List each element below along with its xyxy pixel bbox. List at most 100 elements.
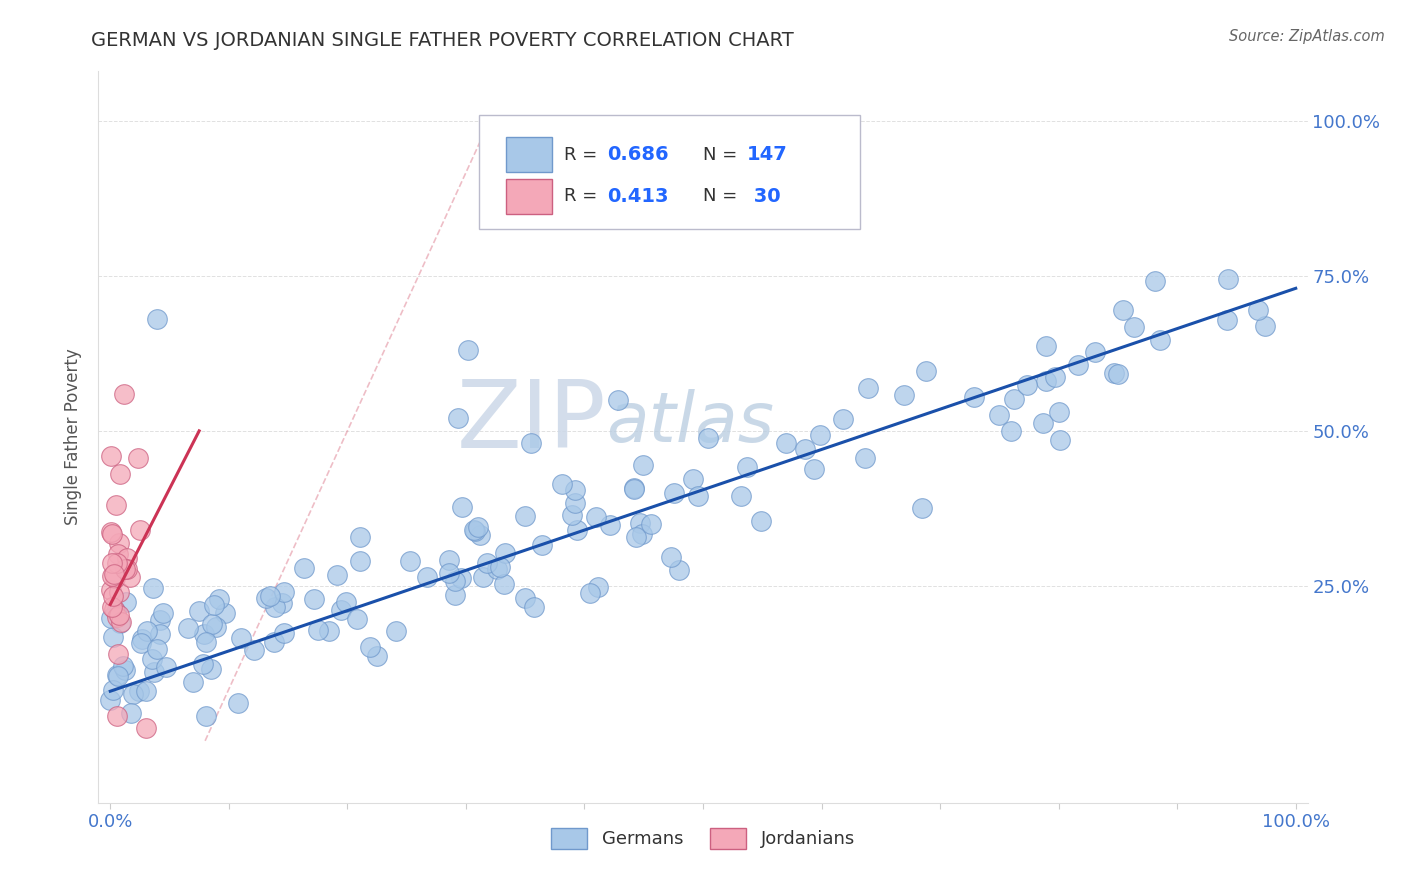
- Point: [204, 620, 226, 634]
- Point: [1247, 302, 1270, 317]
- Point: [366, 648, 388, 663]
- Point: [623, 481, 645, 495]
- Point: [803, 461, 825, 475]
- Point: [450, 571, 472, 585]
- Point: [631, 527, 654, 541]
- Point: [103, 630, 125, 644]
- Point: [135, 722, 157, 736]
- Point: [145, 641, 167, 656]
- Point: [335, 595, 357, 609]
- Point: [146, 312, 169, 326]
- Bar: [506, 179, 551, 214]
- FancyBboxPatch shape: [479, 115, 860, 228]
- Point: [1102, 366, 1125, 380]
- Point: [259, 589, 281, 603]
- Point: [141, 651, 163, 665]
- Point: [564, 483, 586, 497]
- Point: [856, 381, 879, 395]
- Point: [143, 665, 166, 679]
- Point: [494, 546, 516, 560]
- Point: [176, 621, 198, 635]
- Point: [136, 624, 159, 638]
- Point: [564, 496, 586, 510]
- Point: [104, 605, 127, 619]
- Point: [129, 636, 152, 650]
- Point: [468, 528, 491, 542]
- Point: [1216, 313, 1239, 327]
- Text: ZIP: ZIP: [457, 376, 606, 468]
- Point: [100, 527, 122, 541]
- Point: [494, 576, 516, 591]
- Point: [1067, 358, 1090, 372]
- Point: [1049, 433, 1071, 447]
- Point: [1122, 320, 1144, 334]
- Point: [628, 516, 651, 531]
- Point: [551, 477, 574, 491]
- Point: [110, 615, 132, 630]
- Point: [1254, 319, 1277, 334]
- Point: [606, 392, 628, 407]
- Point: [520, 436, 543, 450]
- Point: [128, 683, 150, 698]
- Legend: Germans, Jordanians: Germans, Jordanians: [544, 821, 862, 856]
- Text: 30: 30: [747, 187, 780, 206]
- Point: [1017, 378, 1039, 392]
- Point: [457, 343, 479, 358]
- Point: [579, 586, 602, 600]
- Point: [131, 632, 153, 646]
- Point: [103, 602, 125, 616]
- Point: [911, 500, 934, 515]
- Point: [567, 523, 589, 537]
- Point: [226, 697, 249, 711]
- Point: [108, 608, 131, 623]
- Point: [114, 663, 136, 677]
- Point: [437, 566, 460, 580]
- Point: [194, 709, 217, 723]
- Point: [100, 600, 122, 615]
- Point: [271, 596, 294, 610]
- Point: [214, 606, 236, 620]
- Point: [467, 520, 489, 534]
- Point: [273, 625, 295, 640]
- Point: [149, 613, 172, 627]
- Text: 0.686: 0.686: [607, 145, 669, 164]
- Point: [624, 530, 647, 544]
- Text: atlas: atlas: [606, 389, 775, 456]
- Text: Source: ZipAtlas.com: Source: ZipAtlas.com: [1229, 29, 1385, 44]
- Point: [107, 547, 129, 561]
- Point: [307, 623, 329, 637]
- Point: [208, 591, 231, 606]
- Point: [586, 580, 609, 594]
- Point: [152, 606, 174, 620]
- Point: [1032, 417, 1054, 431]
- Point: [101, 683, 124, 698]
- Point: [302, 591, 325, 606]
- Text: GERMAN VS JORDANIAN SINGLE FATHER POVERTY CORRELATION CHART: GERMAN VS JORDANIAN SINGLE FATHER POVERT…: [91, 31, 794, 50]
- Point: [1000, 424, 1022, 438]
- Point: [104, 571, 127, 585]
- Point: [599, 518, 621, 533]
- Point: [523, 600, 546, 615]
- Point: [107, 709, 129, 723]
- Point: [105, 556, 128, 570]
- Point: [349, 530, 371, 544]
- Point: [437, 553, 460, 567]
- Point: [794, 442, 817, 457]
- Point: [808, 428, 831, 442]
- Point: [444, 588, 467, 602]
- Point: [1149, 333, 1171, 347]
- Point: [515, 509, 537, 524]
- Point: [108, 536, 131, 550]
- Point: [112, 658, 135, 673]
- Point: [263, 635, 285, 649]
- Point: [688, 489, 710, 503]
- Point: [149, 627, 172, 641]
- Point: [988, 408, 1011, 422]
- Text: R =: R =: [564, 145, 598, 164]
- Point: [531, 538, 554, 552]
- Point: [181, 674, 204, 689]
- Point: [115, 561, 138, 575]
- Point: [471, 570, 494, 584]
- Point: [662, 485, 685, 500]
- Point: [415, 570, 437, 584]
